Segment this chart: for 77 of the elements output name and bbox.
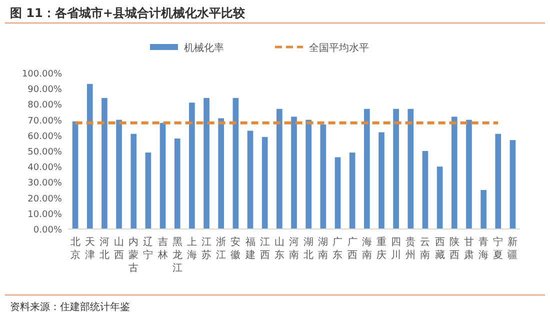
x-tick-label: 河北 (99, 236, 110, 261)
x-tick-label: 青海 (478, 236, 489, 261)
y-tick-label: 80.00% (28, 100, 62, 111)
x-tick-label: 吉林 (156, 236, 168, 261)
bar (218, 118, 224, 229)
x-tick-label: 云南 (420, 237, 430, 261)
y-tick-label: 70.00% (28, 116, 62, 126)
x-tick-label: 江苏 (202, 236, 212, 261)
x-tick-label: 江西 (260, 236, 270, 261)
bar (422, 151, 428, 229)
x-tick-label: 上海 (186, 236, 197, 261)
bar (130, 134, 137, 229)
x-tick-label: 天津 (84, 237, 95, 261)
y-tick-label: 0.00% (33, 226, 62, 236)
bar (86, 84, 93, 229)
y-tick-label: 40.00% (28, 163, 62, 174)
bar (480, 190, 486, 229)
y-tick-label: 30.00% (28, 178, 62, 189)
x-tick-label: 广西 (347, 236, 358, 261)
bar (160, 122, 166, 229)
legend-label: 全国平均水平 (309, 42, 369, 54)
bar (393, 108, 399, 229)
bar (174, 138, 180, 229)
bar (408, 108, 414, 229)
bar (349, 152, 356, 229)
y-tick-label: 50.00% (28, 148, 62, 158)
x-tick-label: 湖南 (318, 236, 328, 261)
bar (232, 98, 239, 229)
x-tick-label: 北京 (70, 236, 80, 261)
legend-label: 机械化率 (184, 42, 224, 54)
x-tick-label: 内蒙古 (128, 236, 139, 274)
x-tick-label: 贵州 (406, 236, 416, 261)
x-tick-label: 山西 (114, 236, 124, 261)
bar (189, 102, 195, 229)
x-tick-label: 黑龙江 (172, 237, 182, 274)
x-tick-label: 海南 (362, 236, 372, 261)
bar (495, 134, 502, 229)
bar (334, 157, 341, 229)
bar (276, 108, 282, 229)
bar (451, 116, 458, 229)
bar (378, 132, 384, 229)
x-tick-label: 新疆 (508, 236, 518, 261)
bar (247, 130, 254, 229)
text: 资料来源：住建部统计年鉴 (10, 301, 130, 313)
x-tick-label: 陕西 (449, 236, 460, 261)
bar (510, 140, 516, 229)
bar (262, 136, 268, 229)
y-tick-label: 100.00% (22, 70, 62, 80)
bar (291, 116, 297, 229)
x-tick-label: 安徽 (230, 236, 241, 261)
bar (306, 120, 312, 229)
bar (72, 121, 78, 229)
bar (204, 98, 210, 229)
x-tick-label: 甘肃 (464, 236, 474, 261)
bar (102, 98, 108, 229)
bar (145, 152, 152, 229)
bar (436, 166, 443, 229)
x-tick-label: 广东 (332, 236, 343, 261)
x-tick-label: 湖北 (304, 236, 314, 261)
x-tick-label: 重庆 (376, 236, 386, 261)
x-tick-label: 山东 (274, 236, 284, 261)
x-tick-label: 西藏 (434, 237, 445, 261)
y-tick-label: 10.00% (28, 210, 62, 220)
chart-title: 图 11：各省城市+县城合计机械化水平比较 (10, 6, 246, 20)
y-tick-label: 20.00% (28, 194, 62, 204)
x-tick-label: 辽宁 (143, 236, 154, 261)
x-tick-label: 四川 (391, 237, 402, 261)
bar (320, 124, 326, 229)
x-tick-label: 宁夏 (493, 236, 504, 261)
bar (116, 120, 122, 229)
x-tick-label: 福建 (244, 236, 256, 261)
y-tick-label: 60.00% (28, 132, 62, 142)
x-tick-label: 河南 (289, 236, 299, 261)
x-tick-label: 浙江 (216, 236, 226, 261)
bar (364, 108, 370, 229)
y-tick-label: 90.00% (28, 85, 62, 96)
bar (466, 120, 472, 229)
